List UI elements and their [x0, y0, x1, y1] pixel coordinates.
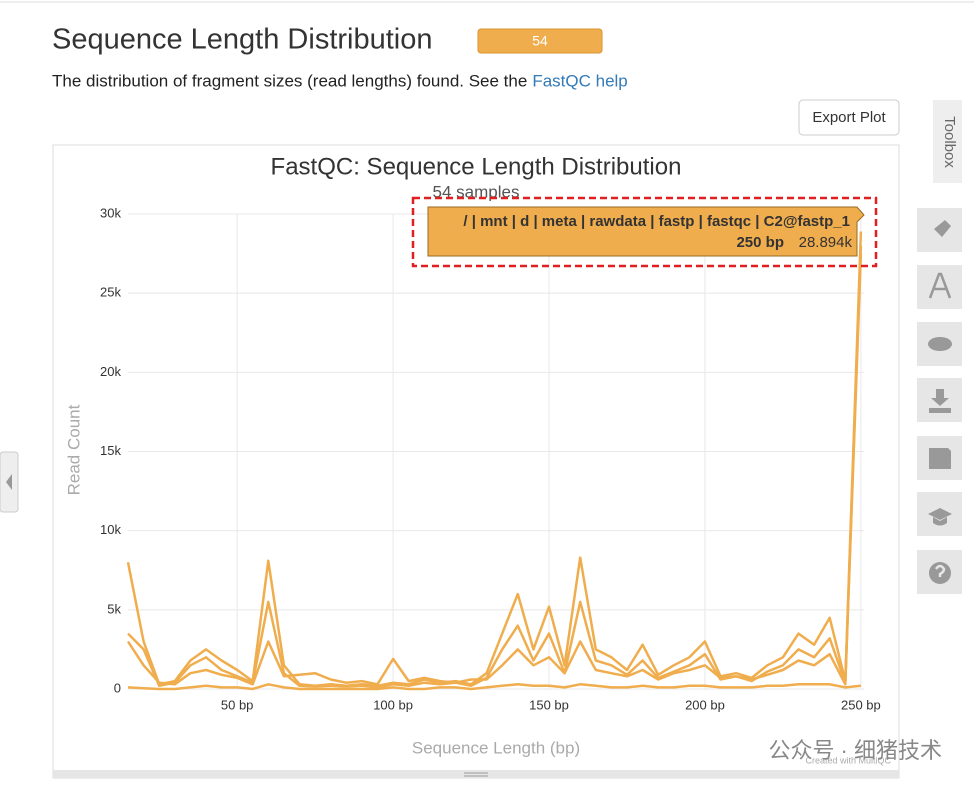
series-line — [126, 231, 863, 688]
y-tick-label: 0 — [114, 680, 121, 695]
x-tick-label: 250 bp — [841, 697, 881, 712]
about-icon-mark — [934, 564, 946, 577]
download-icon — [929, 389, 951, 413]
toolbox-tab[interactable] — [933, 100, 962, 183]
tooltip: / | mnt | d | meta | rawdata | fastp | f… — [411, 196, 878, 268]
credit: Created with MultiQC — [805, 755, 891, 765]
y-axis-title: Read Count — [64, 404, 83, 495]
badge-text: 54 — [532, 33, 548, 49]
chart-subtitle: 54 samples — [433, 182, 520, 201]
y-tick-label: 30k — [100, 205, 121, 220]
tooltip-box — [427, 206, 865, 257]
y-tick-label: 15k — [100, 443, 121, 458]
y-tick-label: 20k — [100, 364, 121, 379]
help-tool-icon — [928, 508, 952, 526]
sidebar-arrow — [6, 474, 12, 490]
section-title: Sequence Length Distribution — [52, 24, 432, 56]
chart-title: FastQC: Sequence Length Distribution — [271, 153, 682, 180]
export-button-text: Export Plot — [812, 109, 886, 126]
help-link[interactable]: FastQC help — [532, 71, 627, 90]
tooltip-sample: / | mnt | d | meta | rawdata | fastp | f… — [463, 213, 850, 230]
x-tick-label: 50 bp — [221, 697, 254, 712]
series-line — [126, 253, 863, 686]
x-tick-label: 100 bp — [373, 697, 413, 712]
rename-button[interactable] — [917, 265, 962, 309]
export-button[interactable] — [798, 99, 900, 136]
x-axis-title: Sequence Length (bp) — [412, 738, 580, 757]
badge[interactable] — [477, 28, 603, 54]
hide-icon — [928, 337, 952, 351]
tooltip-value: 28.894k — [799, 234, 853, 251]
x-tick-label: 150 bp — [529, 697, 569, 712]
y-tick-label: 25k — [100, 285, 121, 300]
watermark: 公众号 · 细猪技术 — [768, 738, 942, 763]
description: The distribution of fragment sizes (read… — [52, 71, 527, 90]
tooltip-x: 250 bp — [736, 234, 784, 251]
y-tick-label: 10k — [100, 522, 121, 537]
series-line — [127, 683, 862, 691]
x-tick-label: 200 bp — [685, 697, 725, 712]
toolbox-label: Toolbox — [941, 116, 958, 168]
y-tick-label: 5k — [107, 601, 121, 616]
save-icon — [929, 448, 951, 469]
resize-handle[interactable] — [53, 770, 899, 778]
highlight-box — [411, 196, 878, 268]
rename-icon — [928, 272, 952, 299]
pin-icon — [931, 220, 951, 242]
